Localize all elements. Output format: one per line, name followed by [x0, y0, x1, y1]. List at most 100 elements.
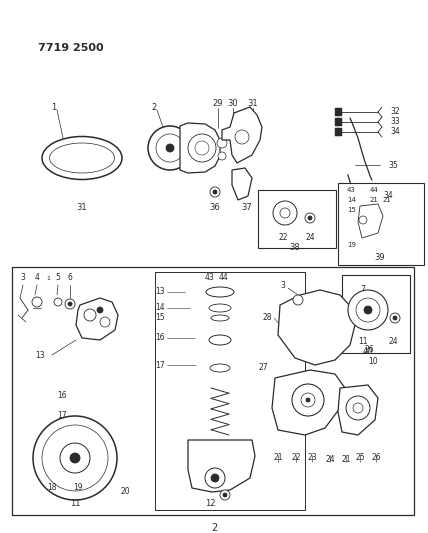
Circle shape: [60, 443, 90, 473]
Circle shape: [33, 416, 117, 500]
Circle shape: [97, 307, 103, 313]
Polygon shape: [335, 128, 342, 136]
Text: 32: 32: [390, 108, 400, 117]
Ellipse shape: [211, 315, 229, 321]
Text: 26: 26: [371, 454, 381, 463]
Text: 1: 1: [46, 276, 50, 280]
Text: 44: 44: [370, 187, 379, 193]
Polygon shape: [338, 385, 378, 435]
Circle shape: [156, 134, 184, 162]
Text: 7719 2500: 7719 2500: [38, 43, 104, 53]
Polygon shape: [272, 370, 345, 435]
Circle shape: [188, 134, 216, 162]
Text: 26: 26: [365, 345, 374, 354]
Text: 9: 9: [364, 318, 369, 327]
Text: 44: 44: [219, 272, 229, 281]
Text: 17: 17: [57, 410, 67, 419]
Text: 29: 29: [213, 100, 223, 109]
Circle shape: [235, 130, 249, 144]
Text: 22: 22: [291, 454, 301, 463]
Text: 15: 15: [347, 207, 356, 213]
Circle shape: [280, 208, 290, 218]
Circle shape: [211, 474, 219, 482]
Circle shape: [65, 299, 75, 309]
Text: 2: 2: [211, 523, 217, 533]
Circle shape: [359, 216, 367, 224]
Text: 30: 30: [228, 100, 238, 109]
Text: 24: 24: [388, 337, 398, 346]
Text: 7: 7: [360, 286, 365, 295]
Text: 34: 34: [390, 127, 400, 136]
Circle shape: [42, 425, 108, 491]
Text: 39: 39: [374, 254, 385, 262]
Text: 19: 19: [347, 242, 356, 248]
Circle shape: [346, 396, 370, 420]
Circle shape: [70, 453, 80, 463]
Polygon shape: [358, 204, 383, 238]
Polygon shape: [278, 290, 355, 365]
Circle shape: [213, 190, 217, 194]
Circle shape: [306, 398, 310, 402]
Text: 13: 13: [35, 351, 45, 359]
Text: 14: 14: [347, 197, 356, 203]
Ellipse shape: [210, 364, 230, 372]
Polygon shape: [335, 118, 342, 126]
Text: 24: 24: [325, 456, 335, 464]
Ellipse shape: [42, 136, 122, 180]
Circle shape: [68, 302, 72, 306]
Text: 11: 11: [70, 498, 80, 507]
Text: 40: 40: [363, 348, 373, 357]
Text: 10: 10: [368, 358, 377, 367]
Text: 3: 3: [21, 273, 25, 282]
Circle shape: [32, 297, 42, 307]
Circle shape: [353, 403, 363, 413]
Text: 4: 4: [35, 273, 39, 282]
Bar: [342, 275, 410, 353]
Text: 38: 38: [290, 244, 300, 253]
Circle shape: [84, 309, 96, 321]
Bar: [338, 183, 424, 265]
Text: 25: 25: [355, 454, 365, 463]
Text: 17: 17: [155, 360, 165, 369]
Text: 27: 27: [259, 364, 268, 373]
Bar: [258, 190, 336, 248]
Circle shape: [223, 493, 227, 497]
Polygon shape: [188, 440, 255, 492]
Circle shape: [148, 126, 192, 170]
Ellipse shape: [209, 304, 231, 312]
Circle shape: [308, 216, 312, 220]
Circle shape: [292, 384, 324, 416]
Text: 21: 21: [383, 197, 392, 203]
Text: 12: 12: [205, 498, 215, 507]
Circle shape: [356, 298, 380, 322]
Bar: [12, 267, 414, 515]
Text: 33: 33: [390, 117, 400, 126]
Text: 19: 19: [73, 483, 83, 492]
Polygon shape: [76, 298, 118, 340]
Text: 5: 5: [56, 273, 60, 282]
Text: 23: 23: [307, 454, 317, 463]
Text: 28: 28: [262, 313, 272, 322]
Ellipse shape: [50, 143, 115, 173]
Circle shape: [390, 313, 400, 323]
Circle shape: [305, 213, 315, 223]
Text: 8: 8: [362, 303, 367, 312]
Circle shape: [293, 295, 303, 305]
Text: 24: 24: [305, 232, 315, 241]
Text: 35: 35: [388, 160, 398, 169]
Polygon shape: [335, 108, 342, 116]
Text: 16: 16: [57, 391, 67, 400]
Circle shape: [210, 187, 220, 197]
Text: 43: 43: [347, 187, 356, 193]
Circle shape: [217, 138, 227, 148]
Text: 31: 31: [248, 100, 259, 109]
Ellipse shape: [206, 287, 234, 297]
Circle shape: [301, 393, 315, 407]
Text: 15: 15: [155, 313, 165, 322]
Circle shape: [218, 152, 226, 160]
Text: 36: 36: [210, 203, 220, 212]
Text: 2: 2: [152, 102, 157, 111]
Text: 18: 18: [47, 483, 57, 492]
Text: 21: 21: [273, 454, 283, 463]
Circle shape: [364, 306, 372, 314]
